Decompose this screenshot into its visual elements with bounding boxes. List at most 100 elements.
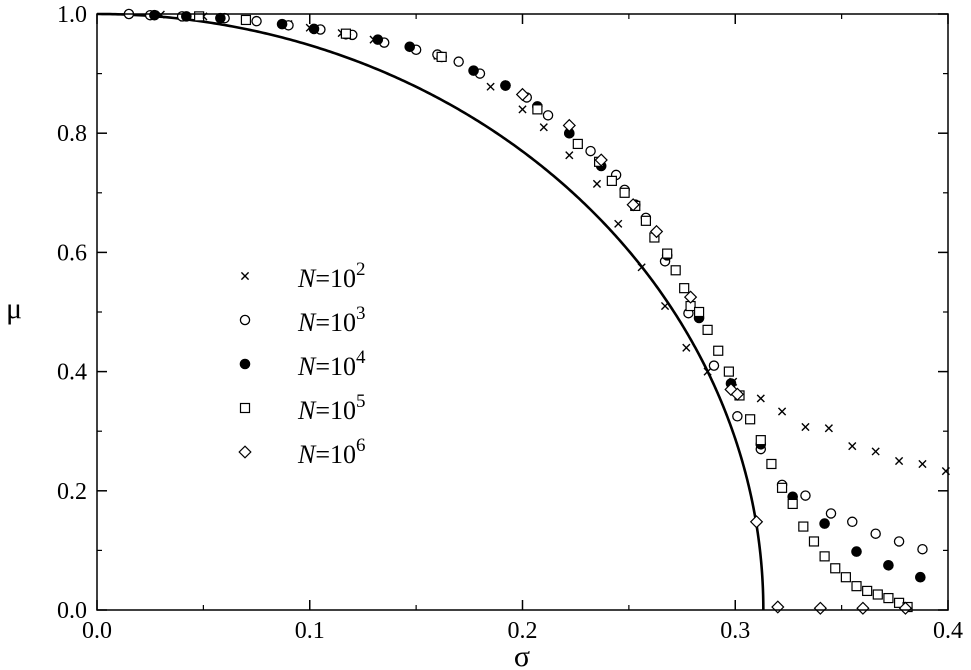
data-point	[766, 458, 777, 470]
data-point	[777, 407, 787, 416]
y-tick-label: 0.6	[57, 240, 87, 266]
legend-label-base: =10	[315, 396, 356, 425]
y-tick-label: 0.2	[57, 479, 87, 505]
data-point	[851, 581, 862, 592]
legend-label-base: =10	[315, 352, 356, 381]
x-axis-label: σ	[514, 640, 530, 670]
legend-label-exponent: 4	[356, 347, 366, 368]
legend-label-base: =10	[315, 440, 356, 469]
data-point	[539, 123, 548, 132]
data-point	[872, 589, 883, 600]
data-point	[708, 360, 720, 371]
data-point	[679, 283, 690, 294]
data-point	[562, 118, 576, 133]
data-point	[808, 536, 820, 547]
cross-stroke	[518, 105, 527, 114]
legend-label-exponent: 6	[356, 435, 366, 456]
y-tick-label: 0.0	[57, 598, 87, 624]
legend-marker	[239, 358, 251, 370]
data-point	[594, 153, 608, 167]
data-point	[468, 65, 479, 76]
legend-item: N=104	[239, 347, 366, 381]
data-point	[702, 324, 713, 335]
legend-marker	[240, 271, 250, 281]
legend-label-exponent: 5	[356, 391, 366, 412]
x-tick-label: 0.1	[295, 618, 325, 644]
x-tick-label: 0.4	[933, 618, 963, 644]
data-point	[824, 424, 833, 433]
data-point	[871, 447, 880, 456]
series-5	[515, 87, 913, 615]
data-point	[917, 543, 928, 555]
data-point	[453, 56, 464, 67]
legend-marker	[239, 314, 251, 326]
data-point	[436, 51, 447, 63]
legend-label-exponent: 2	[356, 259, 366, 280]
data-point	[798, 521, 809, 532]
data-point	[372, 34, 384, 45]
legend-label-var: N	[297, 396, 317, 425]
data-point	[813, 601, 827, 615]
data-point	[149, 9, 160, 21]
data-point	[619, 187, 630, 198]
legend-label-var: N	[297, 308, 317, 337]
data-point	[240, 14, 252, 26]
series-1	[156, 10, 950, 476]
data-point	[649, 224, 664, 239]
data-point	[918, 459, 927, 469]
legend-label: N=104	[297, 347, 366, 381]
cross-stroke	[539, 123, 548, 132]
legend-item: N=102	[240, 259, 366, 293]
cross-stroke	[756, 394, 765, 403]
cross-stroke	[918, 459, 927, 469]
data-point	[404, 41, 416, 53]
data-point	[640, 215, 651, 226]
data-point	[745, 414, 756, 425]
data-point	[893, 536, 905, 547]
cross-stroke	[777, 407, 787, 416]
data-point	[626, 198, 640, 212]
legend-item: N=105	[239, 391, 366, 425]
data-point	[585, 145, 596, 157]
data-point	[670, 265, 681, 276]
data-point	[215, 12, 226, 24]
legend-label-exponent: 3	[356, 303, 366, 324]
data-point	[276, 18, 288, 30]
cross-stroke	[682, 343, 691, 352]
cross-stroke	[565, 151, 574, 160]
data-point	[894, 456, 904, 466]
data-point	[572, 138, 583, 150]
cross-stroke	[871, 447, 880, 456]
axes-layer: 0.0 0.1 0.2 0.3 0.4 0.0 0.2 0.4 0.6 0.8 1.0	[57, 2, 963, 644]
data-point	[682, 343, 691, 352]
data-point	[847, 516, 858, 528]
data-point	[606, 175, 617, 186]
legend-marker	[239, 402, 251, 414]
y-tick-label: 0.4	[57, 360, 87, 386]
data-point	[194, 11, 205, 22]
data-point	[515, 87, 530, 102]
data-point	[660, 301, 670, 311]
cross-stroke	[894, 456, 904, 466]
data-point	[856, 601, 870, 615]
y-tick-label: 1.0	[57, 2, 87, 28]
cross-stroke	[592, 179, 602, 188]
data-point	[755, 435, 766, 446]
theory-curve	[97, 12, 765, 610]
data-point	[500, 80, 511, 91]
legend-label: N=103	[297, 303, 366, 337]
data-point	[723, 366, 734, 377]
legend-label-var: N	[297, 440, 317, 469]
data-point	[532, 104, 543, 115]
data-point	[862, 585, 873, 597]
cross-stroke	[848, 442, 857, 451]
legend-item: N=106	[238, 435, 366, 469]
legend-label: N=105	[297, 391, 366, 425]
data-point	[883, 592, 894, 604]
data-point	[848, 442, 857, 451]
data-point	[662, 248, 673, 259]
cross-stroke	[801, 422, 810, 432]
data-point	[251, 15, 262, 27]
data-point	[771, 600, 785, 614]
theory-curve-layer	[97, 12, 765, 610]
